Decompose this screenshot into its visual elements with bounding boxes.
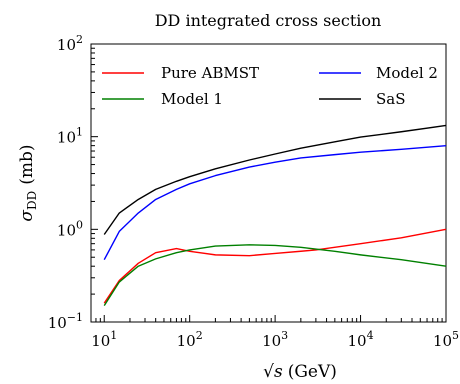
plot-frame [90, 43, 447, 323]
y-tick-label: 102 [57, 33, 83, 54]
x-tick-label: 104 [348, 329, 374, 350]
series-line-model-1 [103, 244, 447, 307]
chart-title: DD integrated cross section [155, 11, 382, 30]
y-axis-label-subscript: DD [25, 191, 39, 210]
y-tick-label: 101 [57, 126, 83, 147]
x-tick-label: 102 [177, 329, 203, 350]
legend-label-pure-abmst: Pure ABMST [161, 64, 259, 82]
y-axis: 10−1 100 101 102 [48, 33, 98, 332]
legend-label-model-2: Model 2 [376, 64, 438, 82]
x-tick-label: 103 [262, 329, 288, 350]
y-tick-label: 100 [57, 218, 83, 239]
legend-label-sas: SaS [376, 90, 406, 108]
series-line-model-2 [103, 144, 447, 261]
x-tick-label: 101 [91, 329, 117, 350]
y-axis-label-unit: (mb) [17, 144, 37, 184]
x-axis-label-symbol: √s [263, 362, 283, 382]
series-line-sas [103, 124, 447, 235]
y-tick-label: 10−1 [48, 311, 83, 332]
x-axis: 101 102 103 104 105 [90, 315, 459, 350]
x-tick-label: 105 [433, 329, 459, 350]
y-axis-label: σDD (mb) [17, 144, 39, 221]
x-axis-label-unit: (GeV) [288, 362, 337, 382]
x-axis-label: √s (GeV) [263, 362, 337, 382]
legend-label-model-1: Model 1 [161, 90, 223, 108]
plot-area [90, 43, 447, 323]
legend: Pure ABMST Model 2 Model 1 SaS [102, 64, 438, 108]
series-layer [103, 124, 447, 307]
y-axis-label-symbol: σ [17, 210, 37, 222]
series-line-pure-abmst [103, 228, 447, 304]
